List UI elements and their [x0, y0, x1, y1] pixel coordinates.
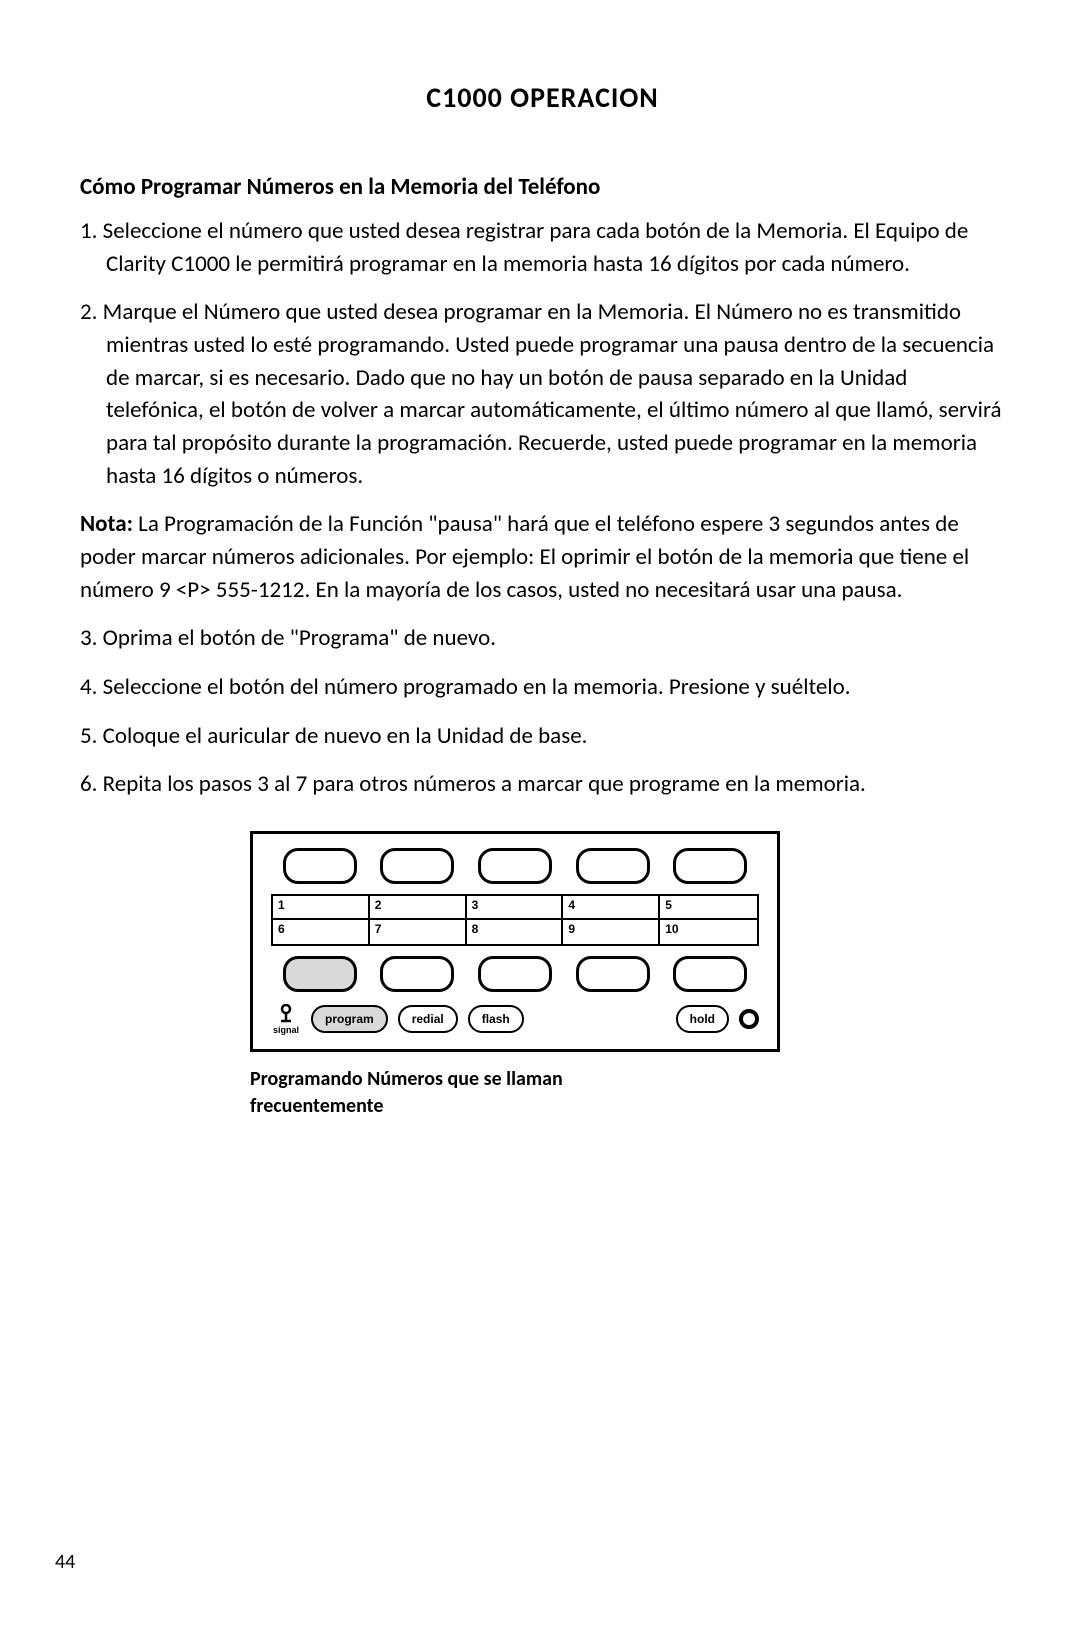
grid-cell: 6 — [273, 920, 370, 944]
grid-cell: 7 — [370, 920, 467, 944]
memory-button — [576, 848, 650, 884]
grid-cell: 8 — [467, 920, 564, 944]
memory-button — [478, 956, 552, 992]
note-text: La Programación de la Función "pausa" ha… — [80, 510, 969, 603]
memory-button — [673, 956, 747, 992]
number-grid: 1 2 3 4 5 6 7 8 9 10 — [271, 894, 759, 946]
grid-cell: 1 — [273, 896, 370, 920]
program-button: program — [311, 1005, 388, 1033]
grid-cell: 10 — [660, 920, 757, 944]
memory-button-highlighted — [283, 956, 357, 992]
memory-button — [673, 848, 747, 884]
note-paragraph: Nota: La Programación de la Función "pau… — [80, 508, 1005, 606]
flash-button: flash — [468, 1005, 524, 1033]
step-5: 5. Coloque el auricular de nuevo en la U… — [80, 720, 1005, 753]
note-label: Nota: — [80, 510, 138, 538]
step-3: 3. Oprima el botón de "Programa" de nuev… — [80, 622, 1005, 655]
redial-button: redial — [398, 1005, 458, 1033]
step-2: 2. Marque el Número que usted desea prog… — [80, 296, 1005, 492]
grid-cell: 4 — [563, 896, 660, 920]
page-title: C1000 OPERACION — [80, 80, 1005, 115]
step-4: 4. Seleccione el botón del número progra… — [80, 671, 1005, 704]
control-row: signal program redial flash hold — [271, 1004, 759, 1035]
signal-icon — [278, 1004, 294, 1024]
signal-indicator: signal — [271, 1004, 301, 1035]
grid-cell: 2 — [370, 896, 467, 920]
led-indicator — [739, 1009, 759, 1029]
grid-cell: 5 — [660, 896, 757, 920]
step-1: 1. Seleccione el número que usted desea … — [80, 215, 1005, 280]
memory-button — [283, 848, 357, 884]
memory-button-row-bottom — [271, 956, 759, 992]
hold-button: hold — [676, 1005, 729, 1033]
signal-label: signal — [273, 1025, 299, 1035]
memory-button — [576, 956, 650, 992]
grid-cell: 3 — [467, 896, 564, 920]
memory-button — [380, 848, 454, 884]
manual-page: C1000 OPERACION Cómo Programar Números e… — [0, 0, 1080, 1629]
memory-button-row-top — [271, 848, 759, 884]
page-number: 44 — [55, 1550, 75, 1574]
grid-cell: 9 — [563, 920, 660, 944]
step-6: 6. Repita los pasos 3 al 7 para otros nú… — [80, 768, 1005, 801]
memory-button — [478, 848, 552, 884]
diagram-caption: Programando Números que se llaman frecue… — [250, 1066, 650, 1120]
section-subtitle: Cómo Programar Números en la Memoria del… — [80, 173, 1005, 201]
phone-keypad-diagram: 1 2 3 4 5 6 7 8 9 10 — [250, 831, 780, 1052]
memory-button — [380, 956, 454, 992]
diagram-container: 1 2 3 4 5 6 7 8 9 10 — [250, 831, 1005, 1120]
